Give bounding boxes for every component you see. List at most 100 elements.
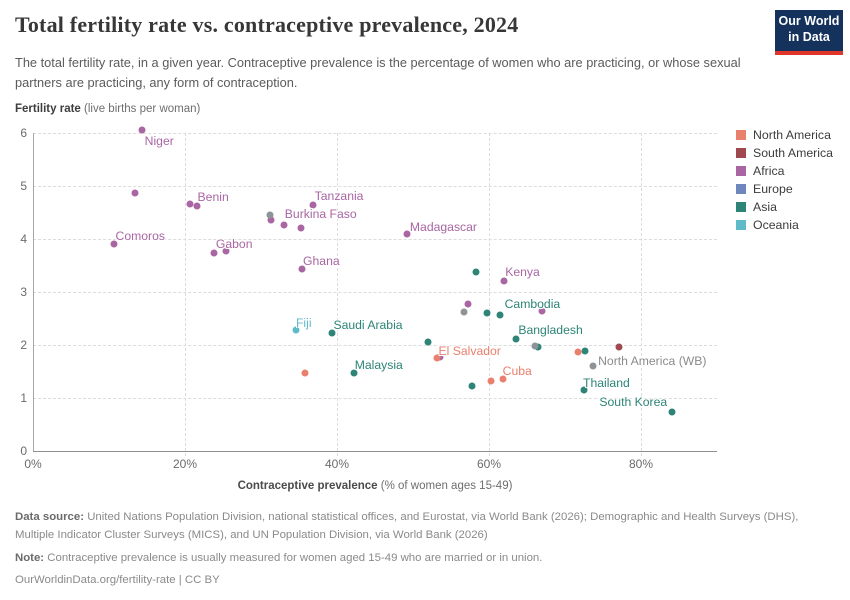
x-tick-label-80: 80% (628, 457, 654, 471)
point-label-bangladesh: Bangladesh (518, 323, 583, 338)
legend-swatch-icon (736, 148, 746, 158)
data-point-bangladesh[interactable] (512, 335, 520, 343)
data-point-thailand[interactable] (580, 386, 588, 394)
data-point-asia[interactable] (468, 382, 476, 390)
data-point-asia[interactable] (581, 347, 589, 355)
data-point-malaysia[interactable] (350, 369, 358, 377)
y-tick-label-2: 2 (20, 338, 27, 352)
data-point-gabon[interactable] (210, 249, 218, 257)
citation-text: OurWorldinData.org/fertility-rate | CC B… (15, 573, 220, 586)
data-point-benin[interactable] (186, 200, 194, 208)
gridline-y-5 (33, 186, 717, 187)
data-point-fiji[interactable] (292, 326, 300, 334)
y-tick-label-1: 1 (20, 391, 27, 405)
data-point-north-america[interactable] (487, 377, 495, 385)
y-axis-line (33, 133, 34, 451)
data-point-cambodia[interactable] (496, 311, 504, 319)
owid-logo[interactable]: Our World in Data (775, 10, 843, 55)
legend-label: North America (753, 127, 831, 142)
data-point-north-america[interactable] (301, 369, 309, 377)
data-point-africa[interactable] (297, 224, 305, 232)
legend-item-europe[interactable]: Europe (736, 183, 833, 195)
data-point-asia[interactable] (483, 309, 491, 317)
data-point-niger[interactable] (138, 126, 146, 134)
note-label: Note: (15, 551, 45, 564)
point-label-gabon: Gabon (215, 237, 253, 252)
data-point-ghana[interactable] (298, 265, 306, 273)
gridline-x-60 (489, 133, 490, 456)
point-label-el-salvador: El Salvador (438, 344, 501, 359)
data-source-label: Data source: (15, 511, 85, 523)
data-point-madagascar[interactable] (403, 230, 411, 238)
page-title: Total fertility rate vs. contraceptive p… (15, 12, 519, 37)
data-point-africa[interactable] (538, 307, 546, 315)
data-point-africa[interactable] (267, 216, 275, 224)
y-tick-label-3: 3 (20, 285, 27, 299)
legend-swatch-icon (736, 202, 746, 212)
y-tick-label-5: 5 (20, 179, 27, 193)
gridline-y-4 (33, 239, 717, 240)
gridline-x-80 (641, 133, 642, 456)
data-point-south-america[interactable] (615, 343, 623, 351)
data-point-saudi-arabia[interactable] (328, 329, 336, 337)
data-point-kenya[interactable] (500, 277, 508, 285)
data-point-cuba[interactable] (499, 375, 507, 383)
data-point-north-america[interactable] (574, 348, 582, 356)
point-label-niger: Niger (144, 133, 174, 148)
x-tick-label-20: 20% (172, 457, 198, 471)
gridline-x-20 (185, 133, 186, 456)
x-tick-label-0: 0% (24, 457, 42, 471)
data-point-asia[interactable] (534, 343, 542, 351)
point-label-benin: Benin (197, 189, 229, 204)
data-source-text: United Nations Population Division, nati… (15, 511, 799, 542)
chart-subtitle: The total fertility rate, in a given yea… (15, 55, 741, 90)
data-point-aggregates[interactable] (266, 211, 274, 219)
legend-item-africa[interactable]: Africa (736, 165, 833, 177)
data-point-aggregates[interactable] (531, 342, 539, 350)
legend-swatch-icon (736, 184, 746, 194)
data-point-asia[interactable] (424, 338, 432, 346)
y-axis-title: Fertility rate (live births per woman) (15, 103, 200, 115)
data-point-el-salvador[interactable] (433, 354, 441, 362)
data-point-burkina-faso[interactable] (280, 221, 288, 229)
data-point-africa[interactable] (131, 189, 139, 197)
data-point-aggregates[interactable] (460, 308, 468, 316)
x-tick-label-60: 60% (476, 457, 502, 471)
point-label-cuba: Cuba (502, 364, 532, 379)
legend-label: South America (753, 145, 833, 160)
legend-item-north-america[interactable]: North America (736, 129, 833, 141)
y-axis-title-bold: Fertility rate (15, 103, 81, 115)
x-axis-line (33, 451, 717, 452)
legend-swatch-icon (736, 220, 746, 230)
data-point-north-america-wb-[interactable] (589, 362, 597, 370)
note-line: Note: Contraceptive prevalence is usuall… (15, 549, 837, 567)
gridline-y-6 (33, 133, 717, 134)
point-label-fiji: Fiji (295, 316, 312, 331)
data-point-comoros[interactable] (110, 240, 118, 248)
point-label-saudi-arabia: Saudi Arabia (333, 318, 403, 333)
legend-swatch-icon (736, 130, 746, 140)
point-label-ghana: Ghana (303, 254, 340, 269)
data-point-south-korea[interactable] (668, 408, 676, 416)
legend-item-asia[interactable]: Asia (736, 201, 833, 213)
legend-item-south-america[interactable]: South America (736, 147, 833, 159)
owid-logo-line1: Our World (778, 14, 840, 28)
point-label-south-korea: South Korea (599, 395, 668, 410)
point-label-malaysia: Malaysia (354, 357, 403, 372)
x-tick-label-40: 40% (324, 457, 350, 471)
y-axis-title-unit: (live births per woman) (84, 103, 201, 115)
data-point-africa[interactable] (436, 353, 444, 361)
data-point-africa[interactable] (193, 202, 201, 210)
point-label-comoros: Comoros (115, 229, 165, 244)
data-point-africa[interactable] (464, 300, 472, 308)
legend-swatch-icon (736, 166, 746, 176)
point-label-kenya: Kenya (505, 265, 540, 280)
data-point-africa[interactable] (222, 247, 230, 255)
data-source-line: Data source: United Nations Population D… (15, 508, 837, 545)
data-point-tanzania[interactable] (309, 201, 317, 209)
legend-item-oceania[interactable]: Oceania (736, 219, 833, 231)
citation-line[interactable]: OurWorldinData.org/fertility-rate | CC B… (15, 571, 837, 589)
data-point-asia[interactable] (472, 268, 480, 276)
